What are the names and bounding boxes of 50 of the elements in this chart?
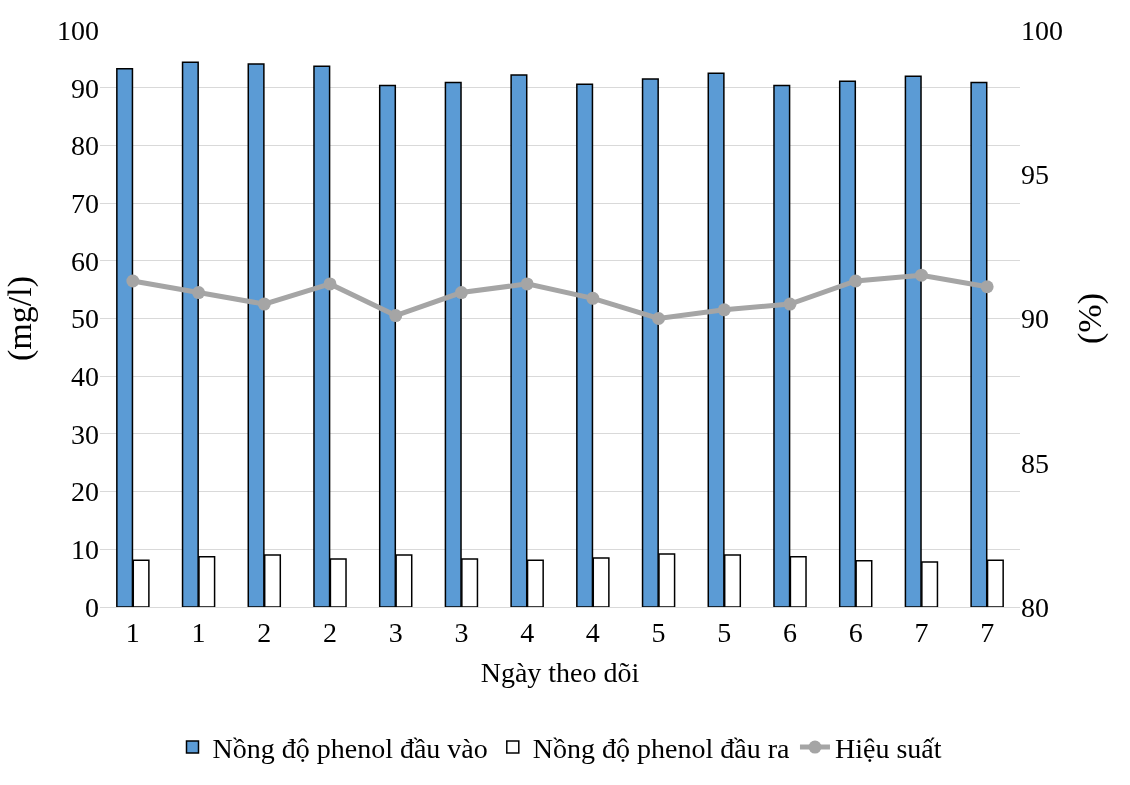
x-tick-label: 1: [191, 616, 206, 648]
y2-tick-label: 95: [1021, 159, 1049, 191]
y2-axis-title: (%): [1071, 293, 1110, 344]
x-tick-label: 7: [980, 616, 995, 648]
x-tick-label: 2: [257, 616, 272, 648]
y2-tick-label: 80: [1021, 591, 1049, 623]
point: [783, 297, 797, 311]
x-tick-label: 3: [454, 616, 469, 648]
y2-tick-label: 90: [1021, 303, 1049, 335]
point: [126, 274, 140, 288]
point: [586, 291, 600, 305]
point: [652, 312, 666, 325]
y-tick-label: 80: [71, 130, 99, 162]
x-tick-label: 1: [125, 616, 140, 648]
legend-label: Hiệu suất: [834, 733, 942, 765]
y-tick-label: 20: [71, 476, 99, 508]
legend-label: Nồng độ phenol đầu vào: [212, 733, 488, 765]
x-tick-label: 6: [783, 616, 797, 648]
point: [914, 268, 928, 282]
point: [717, 303, 731, 317]
y2-tick-label: 100: [1021, 14, 1063, 46]
x-tick-label: 6: [848, 616, 863, 648]
point: [257, 297, 271, 311]
point: [389, 309, 403, 323]
x-tick-label: 5: [651, 616, 666, 648]
x-tick-label: 7: [914, 616, 929, 648]
point: [849, 274, 863, 288]
x-tick-label: 4: [520, 616, 535, 648]
point: [323, 277, 337, 291]
y-tick-label: 40: [71, 361, 99, 392]
legend-label: Nồng độ phenol đầu ra: [532, 733, 790, 765]
x-tick-label: 2: [323, 616, 337, 648]
y-tick-label: 50: [71, 303, 99, 335]
x-tick-label: 3: [388, 616, 403, 648]
y-tick-label: 0: [85, 591, 99, 623]
x-tick-label: 4: [585, 616, 600, 648]
point: [980, 280, 994, 294]
y-tick-label: 90: [71, 72, 99, 104]
point: [192, 286, 206, 300]
point: [454, 286, 468, 300]
y-tick-label: 60: [71, 245, 99, 277]
x-axis-title: Ngày theo dõi: [480, 656, 640, 688]
y-tick-label: 30: [71, 418, 99, 450]
y-tick-label: 70: [71, 187, 99, 219]
y2-tick-label: 85: [1021, 447, 1049, 479]
y-axis-title: (mg/l): [0, 276, 39, 361]
y-tick-label: 10: [71, 534, 99, 566]
point: [520, 277, 534, 291]
y-tick-label: 100: [57, 14, 99, 46]
x-tick-label: 5: [717, 616, 732, 648]
